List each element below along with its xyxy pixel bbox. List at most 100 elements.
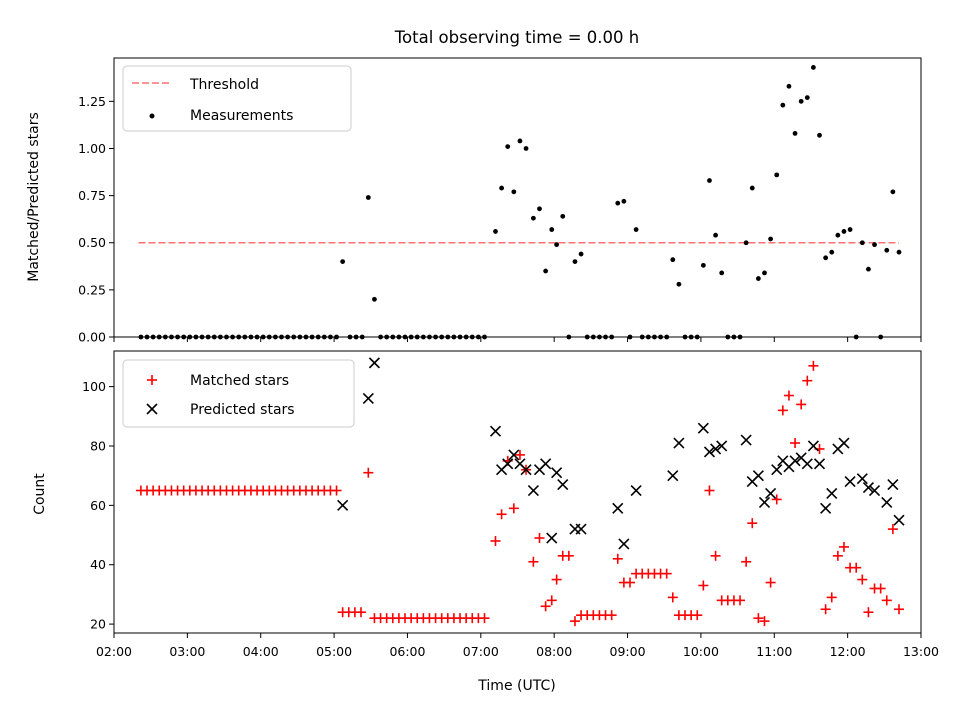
matched-star-point [569,616,580,627]
matched-star-point [863,607,874,618]
top-legend-box [122,65,352,132]
measurement-point [896,249,902,255]
x-tick-label: 12:00 [830,644,866,659]
top-y-tick-label: 1.00 [78,141,106,156]
matched-star-point [832,550,843,561]
measurement-point [835,232,841,238]
measurement-point [841,229,847,234]
predicted-star-point [844,476,856,488]
matched-star-point [551,574,562,585]
bottom-legend: Matched stars Predicted stars [122,359,355,428]
predicted-star-point [881,496,893,508]
matched-star-point [790,438,801,449]
predicted-star-point [856,473,868,485]
predicted-star-point [862,481,874,494]
measurement-point [537,206,542,212]
matched-star-point [857,574,868,585]
predicted-star-point [887,479,899,491]
measurement-point [847,227,853,232]
measurement-point [621,198,627,204]
matched-star-point [508,503,519,514]
measurement-point [499,185,505,191]
predicted-star-point [667,470,679,482]
legend-matched-label: Matched stars [190,373,289,389]
measurement-point [774,172,780,178]
predicted-star-point [508,449,520,461]
measurement-point [768,236,774,242]
matched-star-point [735,595,746,606]
matched-star-point [741,556,752,567]
matched-star-point [710,550,721,561]
x-tick-label: 02:00 [96,644,132,659]
predicted-star-point [489,425,502,437]
measurement-point [615,200,621,206]
matched-star-point [534,533,545,544]
measurement-point [884,247,890,253]
matched-star-point [661,568,672,579]
top-chart-title: Total observing time = 0.00 h [394,28,639,47]
predicted-star-point [697,422,709,434]
predicted-star-point [527,484,539,497]
predicted-star-point [551,467,563,479]
predicted-star-point [752,470,764,482]
predicted-star-point [612,502,624,514]
bottom-axes-frame [113,350,922,634]
predicted-star-point [703,446,716,458]
measurement-point [511,189,517,195]
predicted-star-point [710,443,722,455]
x-tick-label: 11:00 [756,644,792,659]
predicted-star-point [502,458,514,470]
matched-star-point [808,360,819,371]
measurement-point [372,296,377,302]
matched-star-point [796,399,807,410]
matched-star-point [528,556,539,567]
bottom-y-tick-label: 80 [90,438,106,453]
predicted-star-point [716,440,728,452]
matched-star-point [698,580,709,591]
x-tick-label: 08:00 [536,644,572,659]
measurement-point [554,242,560,248]
matched-star-point [747,518,758,529]
predicted-star-point [630,484,642,497]
matched-star-point [514,449,525,460]
measurement-point [676,281,682,287]
top-legend: Threshold Measurements [122,65,352,132]
bottom-y-axis-label: Count [32,473,48,515]
matched-star-point [546,595,557,606]
measurement-point [786,83,792,89]
predicted-legend-swatch [146,403,158,415]
matched-star-point [496,509,507,520]
measurement-point [505,144,511,150]
matched-star-point [802,375,813,386]
bottom-y-tick-label: 100 [82,379,106,394]
predicted-star-point [575,523,587,535]
predicted-star-point [801,458,813,470]
predicted-star-point [618,538,630,550]
predicted-star-point [362,392,374,405]
predicted-star-point [807,440,819,452]
matched-star-point [783,390,794,401]
predicted-star-point [546,532,558,544]
matched-star-point [777,405,788,416]
bottom-y-tick-label: 60 [90,498,106,513]
measurement-point [340,259,346,264]
predicted-star-point [758,496,771,508]
measurement-point [530,215,536,221]
predicted-star-point [337,499,349,511]
matched-star-point [753,613,764,624]
measurement-point [755,276,761,281]
measurement-point [493,229,498,234]
measurement-point [743,240,749,246]
measurement-point [829,249,835,255]
measurement-point [823,255,829,261]
x-tick-label: 07:00 [463,644,499,659]
measurement-point [543,268,549,274]
measurement-point [890,189,896,195]
matched-star-point [820,604,831,615]
predicted-star-point [771,464,783,476]
matched-star-point [490,535,501,546]
measurement-point [560,213,566,219]
matched-star-point [363,467,374,478]
x-tick-label: 06:00 [389,644,425,659]
matched-star-point [612,553,623,564]
